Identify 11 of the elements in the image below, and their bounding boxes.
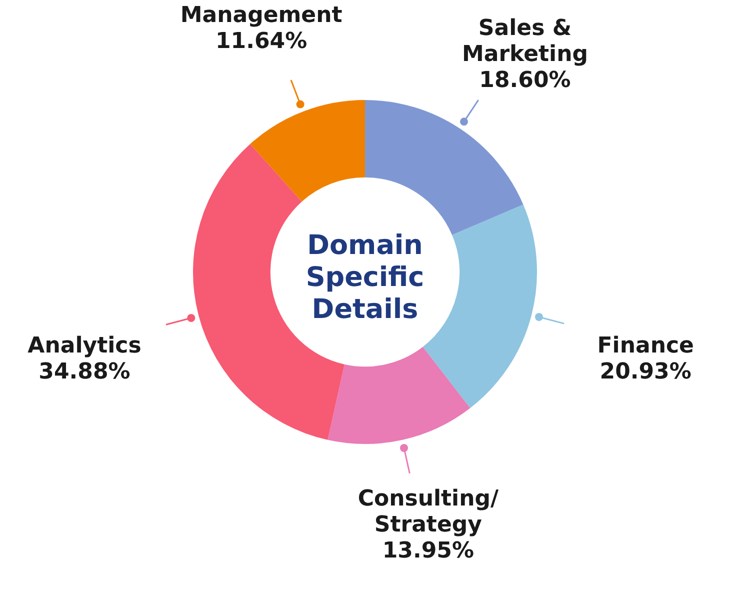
data-label: 20.93%: [600, 359, 692, 384]
data-label: 13.95%: [382, 538, 474, 564]
slice-label: Management: [180, 2, 343, 28]
slice-label: Finance: [597, 333, 694, 358]
data-label: 34.88%: [38, 360, 130, 385]
text: Domain Specific Details: [304, 230, 426, 326]
data-label: 18.60%: [479, 68, 571, 93]
data-label: 11.64%: [215, 28, 308, 54]
slice-label: Analytics: [28, 334, 142, 359]
slice-label: Sales & Marketing: [462, 16, 588, 67]
slice-label: Consulting/ Strategy: [358, 486, 500, 538]
